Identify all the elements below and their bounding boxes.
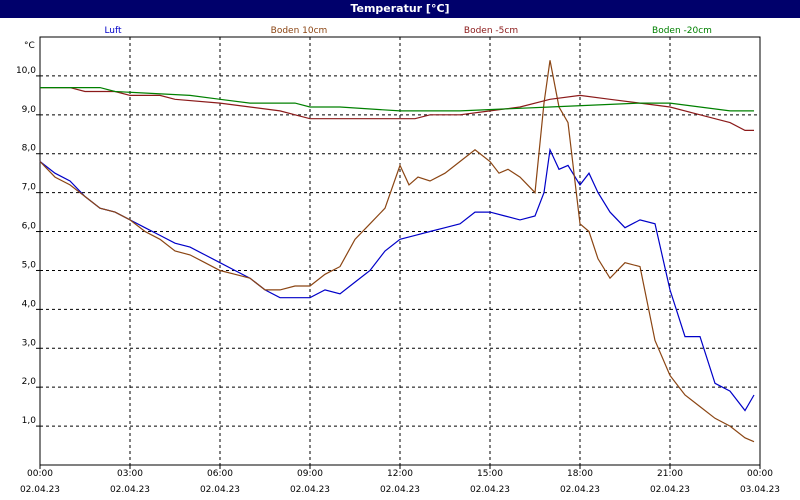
x-tick-time: 12:00 [387,469,413,479]
series-lines [39,60,755,443]
y-tick-label: 10,0 [16,66,36,76]
y-tick-label: 6,0 [22,222,37,232]
series-line-boden-10cm [39,60,755,443]
plot-area-border [39,36,761,466]
x-tick-time: 21:00 [657,469,683,479]
x-tick-time: 09:00 [297,469,323,479]
legend-entry: Boden -5cm [464,26,518,36]
y-axis-label: °C [24,41,35,51]
y-tick-label: 1,0 [22,416,37,426]
series-line-boden-20cm [40,87,754,112]
y-axis-ticks: 1,0 2,0 3,0 4,0 5,0 6,0 7,0 8,0 9,0 10,0 [16,66,40,427]
x-tick-date: 03.04.23 [740,485,780,495]
x-tick-date: 02.04.23 [200,485,240,495]
y-tick-label: 3,0 [22,338,37,348]
y-tick-label: 8,0 [22,144,37,154]
legend-entry: Luft [104,26,122,36]
x-tick-date: 02.04.23 [380,485,420,495]
x-tick-time: 06:00 [207,469,233,479]
y-tick-label: 9,0 [22,105,37,115]
grid [40,37,760,465]
x-tick-time: 03:00 [117,469,143,479]
plot-frame [39,36,761,466]
x-tick-date: 02.04.23 [650,485,690,495]
chart-title: Temperatur [°C] [0,0,800,18]
series-line-boden-5cm [40,87,754,131]
x-tick-date: 02.04.23 [110,485,150,495]
x-tick-date: 02.04.23 [20,485,60,495]
x-tick-time: 18:00 [567,469,593,479]
y-tick-label: 7,0 [22,183,37,193]
series-line-luft [39,147,755,412]
x-axis-ticks: 00:00 02.04.23 03:00 02.04.23 06:00 02.04.23 0… [20,465,780,495]
legend-entry: Boden -20cm [652,26,712,36]
y-tick-label: 2,0 [22,377,37,387]
x-tick-date: 02.04.23 [290,485,330,495]
x-tick-time: 00:00 [747,469,773,479]
y-tick-label: 4,0 [22,299,37,309]
x-tick-date: 02.04.23 [470,485,510,495]
x-tick-time: 15:00 [477,469,503,479]
x-tick-date: 02.04.23 [560,485,600,495]
legend-entry: Boden 10cm [271,26,328,36]
legend: Luft Boden 10cm Boden -5cm Boden -20cm [104,26,712,36]
x-tick-time: 00:00 [27,469,53,479]
y-tick-label: 5,0 [22,260,37,270]
